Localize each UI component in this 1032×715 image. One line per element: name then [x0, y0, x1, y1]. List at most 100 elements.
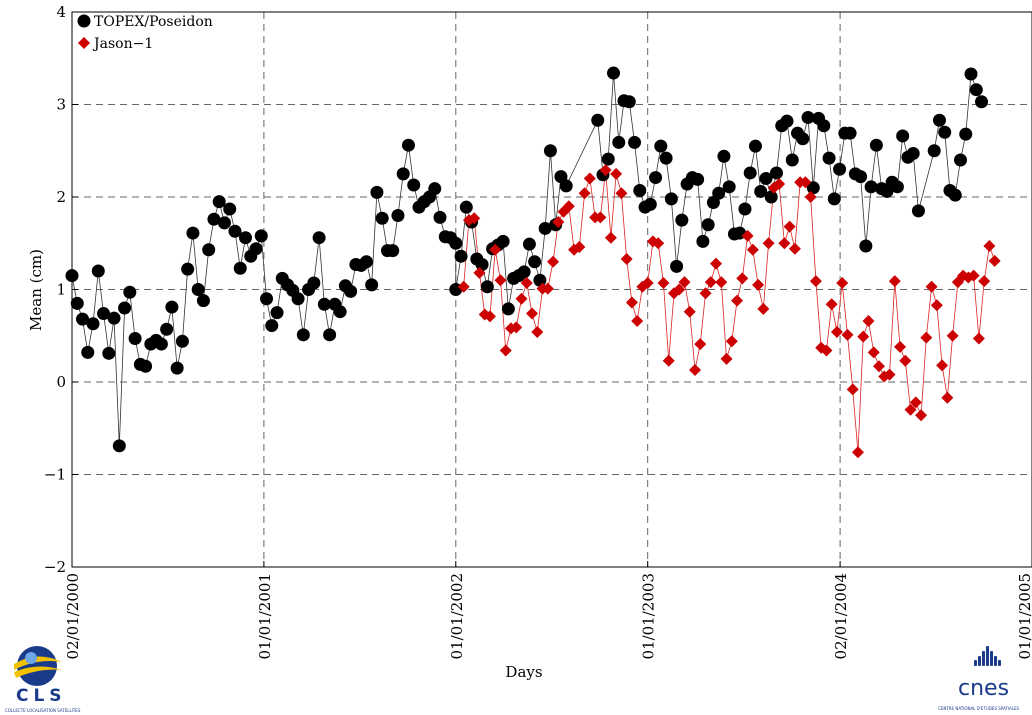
data-point-1 — [662, 354, 675, 367]
y-tick-label: −1 — [44, 466, 66, 484]
data-point-0 — [769, 166, 783, 180]
data-point-0 — [759, 172, 773, 185]
data-point-0 — [675, 213, 689, 227]
data-point-0 — [932, 113, 946, 127]
data-point-1 — [494, 274, 507, 287]
data-point-0 — [97, 307, 111, 321]
data-point-0 — [175, 334, 189, 348]
data-point-1 — [988, 254, 1001, 267]
data-point-0 — [186, 226, 200, 240]
data-point-1 — [904, 403, 917, 416]
cls-logo: CLS COLLECTE LOCALISATION SATELLITES — [4, 642, 80, 714]
data-point-0 — [969, 83, 983, 97]
data-point-0 — [196, 294, 210, 308]
data-point-1 — [930, 299, 943, 312]
data-point-1 — [715, 276, 728, 289]
data-point-0 — [249, 242, 263, 256]
data-point-0 — [154, 337, 168, 351]
data-point-1 — [941, 391, 954, 404]
data-point-0 — [538, 221, 552, 235]
cnes-emblem-icon — [974, 646, 1001, 666]
data-point-0 — [296, 328, 310, 342]
cnes-tagline: CENTRE NATIONAL D'ETUDES SPATIALES — [938, 706, 1020, 711]
data-point-1 — [909, 396, 922, 409]
data-point-1 — [857, 330, 870, 343]
data-point-0 — [170, 361, 184, 375]
data-point-0 — [128, 332, 142, 346]
data-point-0 — [202, 243, 216, 257]
data-point-1 — [499, 344, 512, 357]
data-point-0 — [344, 284, 358, 298]
data-point-0 — [738, 202, 752, 216]
x-axis-ticks: 02/01/2000 01/01/2001 01/01/2002 01/01/2003… — [64, 561, 1032, 659]
data-point-0 — [938, 125, 952, 139]
data-point-0 — [333, 305, 347, 319]
data-point-1 — [736, 272, 749, 285]
data-point-0 — [764, 190, 778, 204]
data-point-1 — [483, 310, 496, 323]
data-point-0 — [948, 188, 962, 202]
legend-label-0: TOPEX/Poseidon — [94, 14, 213, 30]
y-tick-label: 2 — [56, 188, 66, 206]
data-point-0 — [480, 280, 494, 294]
data-point-1 — [552, 215, 565, 228]
cnes-wordmark: cnes — [958, 676, 1010, 701]
data-point-1 — [757, 302, 770, 315]
data-point-1 — [846, 383, 859, 396]
data-point-0 — [70, 296, 84, 310]
data-point-0 — [181, 262, 195, 276]
data-point-1 — [972, 332, 985, 345]
data-point-1 — [820, 344, 833, 357]
cnes-logo: cnes CENTRE NATIONAL D'ETUDES SPATIALES — [930, 642, 1030, 714]
data-point-1 — [526, 307, 539, 320]
data-point-1 — [851, 446, 864, 459]
data-point-0 — [291, 292, 305, 306]
data-point-0 — [890, 180, 904, 194]
data-point-0 — [869, 138, 883, 152]
data-point-0 — [86, 317, 100, 331]
data-point-0 — [76, 312, 90, 326]
data-point-1 — [862, 314, 875, 327]
data-point-1 — [799, 176, 812, 189]
data-point-1 — [678, 276, 691, 289]
data-point-0 — [953, 153, 967, 167]
data-point-0 — [696, 234, 710, 248]
x-tick-label: 02/01/2000 — [64, 573, 82, 659]
data-point-0 — [964, 67, 978, 81]
data-point-0 — [307, 276, 321, 290]
data-point-1 — [683, 305, 696, 318]
data-point-1 — [978, 275, 991, 288]
data-point-1 — [457, 280, 470, 293]
data-point-0 — [691, 172, 705, 186]
data-point-0 — [459, 200, 473, 214]
data-point-1 — [620, 252, 633, 265]
data-point-0 — [312, 231, 326, 245]
data-point-1 — [594, 211, 607, 224]
data-point-0 — [260, 292, 274, 306]
data-point-0 — [785, 153, 799, 167]
data-point-0 — [975, 95, 989, 109]
data-point-1 — [583, 172, 596, 185]
data-point-1 — [725, 335, 738, 348]
data-point-0 — [212, 195, 226, 209]
data-point-0 — [370, 185, 384, 199]
data-point-1 — [783, 220, 796, 233]
data-point-1 — [604, 231, 617, 244]
data-point-1 — [825, 298, 838, 311]
y-tick-label: 1 — [56, 281, 66, 299]
y-tick-label: 3 — [56, 96, 66, 114]
data-point-0 — [522, 237, 536, 251]
data-point-0 — [123, 285, 137, 299]
data-point-0 — [228, 224, 242, 238]
data-point-0 — [659, 151, 673, 165]
data-point-0 — [217, 216, 231, 230]
data-point-0 — [375, 211, 389, 225]
data-point-0 — [959, 127, 973, 141]
data-point-0 — [701, 218, 715, 232]
data-point-0 — [396, 167, 410, 181]
data-point-1 — [967, 269, 980, 282]
data-point-0 — [896, 129, 910, 143]
data-point-0 — [743, 166, 757, 180]
data-point-1 — [762, 237, 775, 250]
data-point-0 — [449, 236, 463, 250]
